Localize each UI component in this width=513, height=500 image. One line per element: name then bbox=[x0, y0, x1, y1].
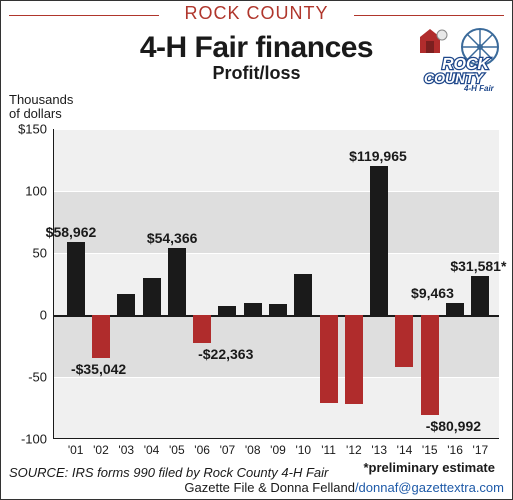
xtick-label: '14 bbox=[397, 443, 413, 457]
header-band-label: ROCK COUNTY bbox=[184, 3, 328, 24]
bar bbox=[345, 315, 363, 404]
gridline bbox=[53, 191, 499, 192]
xtick-label: '03 bbox=[118, 443, 134, 457]
bar bbox=[67, 242, 85, 315]
ytick-label: 50 bbox=[33, 246, 47, 261]
axis-left bbox=[53, 129, 54, 439]
xtick-label: '09 bbox=[270, 443, 286, 457]
xtick-label: '12 bbox=[346, 443, 362, 457]
yaxis-label: Thousands of dollars bbox=[9, 93, 73, 122]
bar bbox=[471, 276, 489, 315]
plot-band bbox=[53, 191, 499, 253]
source-label: SOURCE: bbox=[9, 465, 68, 480]
data-label: $31,581* bbox=[450, 258, 506, 274]
xtick-label: '15 bbox=[422, 443, 438, 457]
header-rule-right bbox=[354, 15, 504, 16]
xtick-label: '01 bbox=[68, 443, 84, 457]
xtick-label: '04 bbox=[144, 443, 160, 457]
xtick-label: '06 bbox=[194, 443, 210, 457]
yaxis-label-line1: Thousands bbox=[9, 92, 73, 107]
gridline bbox=[53, 439, 499, 440]
chart-area: $150100500-50-100 '01'02'03'04'05'06'07'… bbox=[53, 129, 499, 439]
bar bbox=[446, 303, 464, 315]
ytick-label: $150 bbox=[18, 122, 47, 137]
data-label: -$80,992 bbox=[426, 418, 481, 434]
yaxis-label-line2: of dollars bbox=[9, 106, 62, 121]
bar bbox=[395, 315, 413, 367]
xtick-label: '07 bbox=[220, 443, 236, 457]
axis-bottom bbox=[53, 438, 499, 439]
bar bbox=[370, 166, 388, 315]
bar bbox=[294, 274, 312, 315]
data-label: $119,965 bbox=[349, 148, 407, 164]
bar bbox=[421, 315, 439, 415]
data-label: -$22,363 bbox=[198, 346, 253, 362]
xtick-label: '02 bbox=[93, 443, 109, 457]
credit-email: /donnaf@gazettextra.com bbox=[355, 480, 504, 495]
bar bbox=[269, 304, 287, 315]
ytick-label: -50 bbox=[28, 370, 47, 385]
gridline bbox=[53, 253, 499, 254]
svg-text:4-H Fair: 4-H Fair bbox=[463, 84, 495, 93]
data-label: $9,463 bbox=[411, 285, 454, 301]
bar bbox=[143, 278, 161, 315]
xtick-label: '08 bbox=[245, 443, 261, 457]
xtick-label: '05 bbox=[169, 443, 185, 457]
infographic-container: ROCK COUNTY 4-H Fair finances Profit/los… bbox=[0, 0, 513, 500]
xtick-label: '17 bbox=[473, 443, 489, 457]
ytick-label: 0 bbox=[40, 308, 47, 323]
data-label: -$35,042 bbox=[71, 361, 126, 377]
bar bbox=[92, 315, 110, 358]
data-label: $54,366 bbox=[147, 230, 198, 246]
source-row: SOURCE: IRS forms 990 filed by Rock Coun… bbox=[9, 465, 504, 495]
source-body: IRS forms 990 filed by Rock County 4-H F… bbox=[72, 465, 328, 480]
credit-name: Gazette File & Donna Felland bbox=[184, 480, 355, 495]
ytick-label: 100 bbox=[25, 184, 47, 199]
rock-county-logo: ROCK COUNTY 4-H Fair bbox=[412, 25, 502, 95]
xtick-label: '10 bbox=[295, 443, 311, 457]
credit: Gazette File & Donna Felland/donnaf@gaze… bbox=[184, 480, 504, 495]
bar bbox=[218, 306, 236, 315]
bar bbox=[117, 294, 135, 315]
ytick-label: -100 bbox=[21, 432, 47, 447]
bar bbox=[320, 315, 338, 403]
xtick-label: '16 bbox=[447, 443, 463, 457]
xtick-label: '13 bbox=[371, 443, 387, 457]
bar bbox=[193, 315, 211, 343]
bar bbox=[244, 303, 262, 315]
gridline bbox=[53, 129, 499, 130]
header-rule-left bbox=[9, 15, 159, 16]
xtick-label: '11 bbox=[321, 443, 336, 457]
bar bbox=[168, 248, 186, 315]
